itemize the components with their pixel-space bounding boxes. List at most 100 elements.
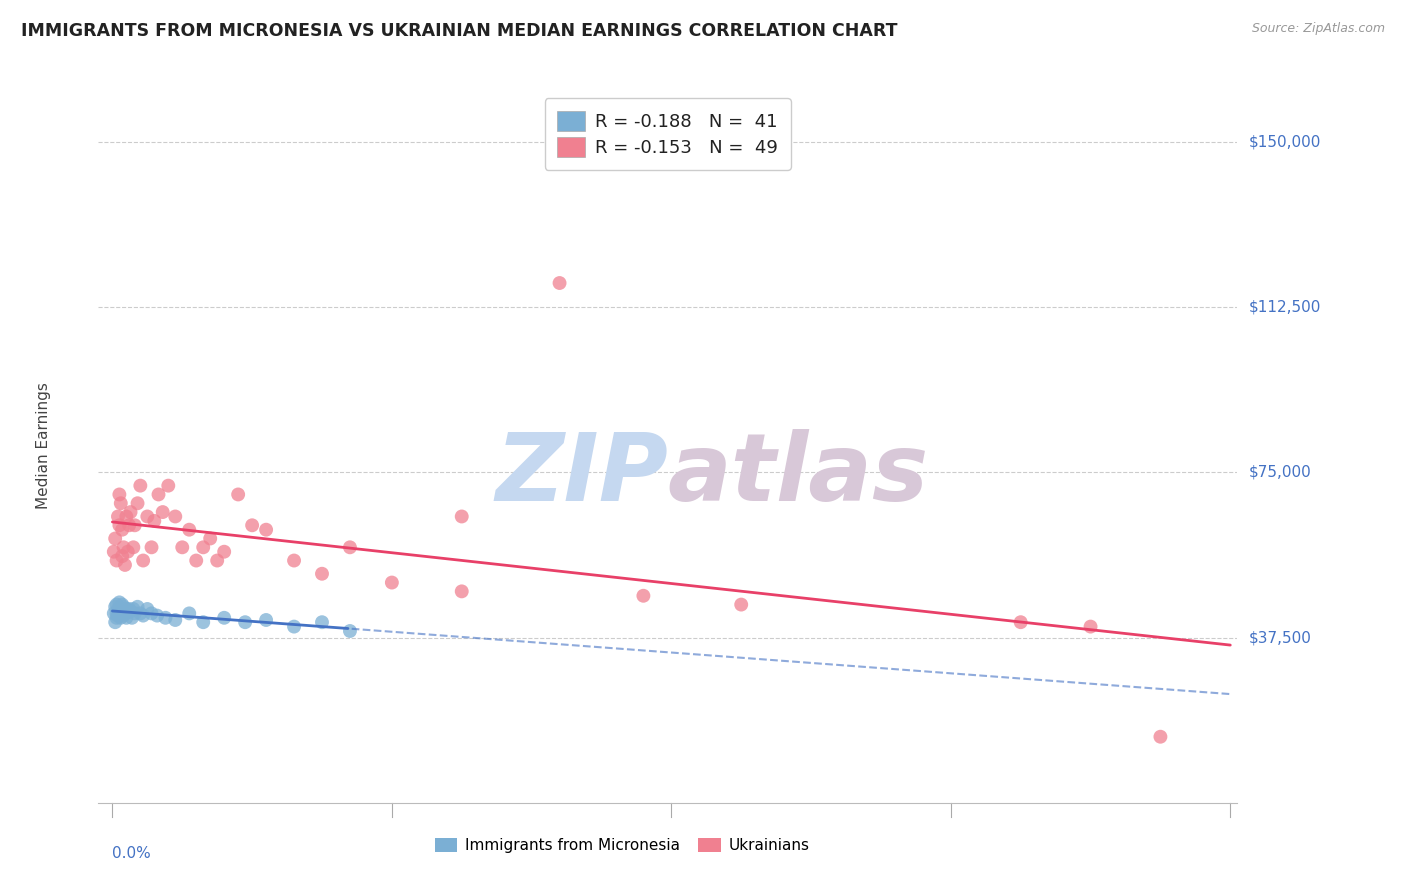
Point (240, 518, 263, 533)
Point (730, 598, 752, 612)
Point (118, 518, 141, 533)
Point (114, 558, 136, 572)
Text: $75,000: $75,000 (1249, 465, 1312, 480)
Point (115, 509, 138, 524)
Point (633, 589, 655, 603)
Point (129, 607, 152, 621)
Point (121, 611, 143, 625)
Point (118, 602, 141, 616)
Point (212, 545, 235, 559)
Point (107, 608, 129, 623)
Point (311, 615, 333, 630)
Point (108, 595, 131, 609)
Point (155, 611, 177, 625)
Point (105, 598, 128, 612)
Legend: Immigrants from Micronesia, Ukrainians: Immigrants from Micronesia, Ukrainians (429, 832, 815, 859)
Point (103, 607, 125, 621)
Point (124, 607, 146, 621)
Point (193, 615, 215, 630)
Point (148, 487, 170, 501)
Point (339, 624, 361, 638)
Text: Median Earnings: Median Earnings (37, 383, 51, 509)
Point (107, 509, 129, 524)
Point (105, 611, 128, 625)
Point (111, 607, 134, 621)
Point (157, 478, 180, 492)
Point (548, 276, 571, 290)
Point (254, 523, 277, 537)
Point (136, 509, 159, 524)
Point (143, 514, 166, 528)
Point (120, 505, 142, 519)
Point (141, 541, 163, 555)
Text: ZIP: ZIP (495, 428, 668, 521)
Point (110, 611, 132, 625)
Point (103, 545, 125, 559)
Point (450, 509, 472, 524)
Point (108, 518, 131, 533)
Point (110, 496, 132, 510)
Text: $150,000: $150,000 (1249, 135, 1320, 150)
Point (115, 611, 138, 625)
Point (233, 615, 256, 630)
Point (132, 608, 155, 623)
Point (136, 602, 159, 616)
Point (110, 602, 132, 616)
Point (179, 523, 201, 537)
Point (114, 607, 136, 621)
Point (127, 599, 149, 614)
Point (165, 509, 187, 524)
Point (108, 487, 131, 501)
Point (205, 553, 228, 567)
Point (212, 611, 235, 625)
Point (226, 487, 249, 501)
Text: atlas: atlas (668, 428, 929, 521)
Point (104, 532, 127, 546)
Point (112, 599, 135, 614)
Point (129, 478, 152, 492)
Point (1149, 730, 1171, 744)
Point (152, 505, 174, 519)
Point (186, 553, 208, 567)
Point (105, 553, 128, 567)
Point (124, 518, 146, 533)
Point (1010, 615, 1032, 630)
Point (107, 602, 129, 616)
Point (141, 607, 163, 621)
Point (381, 575, 404, 590)
Text: $112,500: $112,500 (1249, 300, 1320, 315)
Text: IMMIGRANTS FROM MICRONESIA VS UKRAINIAN MEDIAN EARNINGS CORRELATION CHART: IMMIGRANTS FROM MICRONESIA VS UKRAINIAN … (21, 22, 897, 40)
Text: $37,500: $37,500 (1249, 630, 1312, 645)
Point (339, 541, 361, 555)
Point (108, 604, 131, 618)
Point (112, 541, 135, 555)
Point (117, 545, 139, 559)
Point (111, 598, 134, 612)
Point (283, 553, 305, 567)
Point (122, 541, 145, 555)
Point (200, 532, 222, 546)
Point (146, 608, 169, 623)
Point (127, 496, 149, 510)
Point (254, 613, 277, 627)
Point (115, 602, 138, 616)
Point (112, 608, 135, 623)
Text: 0.0%: 0.0% (112, 846, 150, 861)
Point (172, 541, 194, 555)
Point (104, 615, 127, 630)
Point (120, 604, 142, 618)
Point (122, 602, 145, 616)
Point (1080, 619, 1102, 633)
Point (311, 566, 333, 581)
Point (132, 553, 155, 567)
Point (450, 584, 472, 599)
Point (117, 604, 139, 618)
Text: Source: ZipAtlas.com: Source: ZipAtlas.com (1251, 22, 1385, 36)
Point (193, 541, 215, 555)
Point (179, 607, 201, 621)
Point (165, 613, 187, 627)
Point (111, 549, 134, 563)
Point (111, 523, 134, 537)
Point (104, 599, 127, 614)
Point (105, 607, 128, 621)
